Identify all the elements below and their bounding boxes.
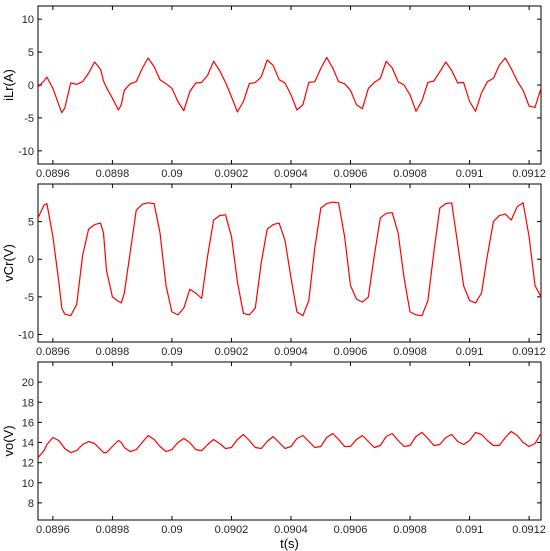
- ilr-ylabel: iLr(A): [1, 69, 16, 101]
- panel-vo: 0.0896 0.0898 0.09 0.0902 0.0904 0.0906 0.0908…: [1, 361, 546, 551]
- vo-ytick-label: 8: [28, 498, 34, 510]
- panel-vcr: 0.0896 0.0898 0.09 0.0902 0.0904 0.0906 0.0908…: [1, 183, 546, 358]
- ilr-series-line: [38, 56, 541, 114]
- vo-xtick-label: 0.09: [161, 524, 182, 536]
- vo-ytick-label: 16: [22, 417, 34, 429]
- vo-xtick-label: 0.0906: [334, 524, 368, 536]
- vcr-xtick-label: 0.0906: [334, 346, 368, 358]
- ilr-axes-frame: [37, 5, 542, 165]
- vcr-ylabel: vCr(V): [1, 244, 16, 282]
- ilr-ytick-label: 5: [28, 47, 34, 59]
- vo-ytick-label: 18: [22, 397, 34, 409]
- ilr-xtick-label: 0.0906: [334, 168, 368, 180]
- vo-xtick-label: 0.0896: [36, 524, 70, 536]
- vcr-ytick-label: -5: [24, 292, 34, 304]
- vcr-xtick-label: 0.09: [161, 346, 182, 358]
- ilr-xtick-label: 0.0912: [512, 168, 546, 180]
- ilr-xtick-label: 0.0898: [96, 168, 130, 180]
- ilr-xtick-label: 0.0908: [393, 168, 427, 180]
- vo-xtick-label: 0.091: [456, 524, 484, 536]
- vo-ytick-label: 20: [22, 377, 34, 389]
- vcr-ytick-label: -10: [18, 329, 34, 341]
- vo-xtick-label: 0.0912: [512, 524, 546, 536]
- vcr-ytick-label: 5: [28, 217, 34, 229]
- vcr-xtick-label: 0.0904: [274, 346, 308, 358]
- ilr-xtick-label: 0.0902: [215, 168, 249, 180]
- panel-ilr: 0.0896 0.0898 0.09 0.0902 0.0904 0.0906 0.0908…: [1, 5, 546, 180]
- vcr-xtick-label: 0.0912: [512, 346, 546, 358]
- ilr-xtick-label: 0.0896: [36, 168, 70, 180]
- vo-ytick-label: 10: [22, 478, 34, 490]
- vcr-ytick-label: 0: [28, 254, 34, 266]
- ilr-ytick-label: -5: [24, 113, 34, 125]
- vcr-xtick-label: 0.0898: [96, 346, 130, 358]
- ilr-ytick-label: -10: [18, 146, 34, 158]
- vo-xlabel: t(s): [280, 536, 299, 551]
- vcr-axes-frame: [37, 183, 542, 343]
- vcr-xtick-label: 0.091: [456, 346, 484, 358]
- ilr-xtick-label: 0.0904: [274, 168, 308, 180]
- vo-axes-frame: [37, 361, 542, 521]
- ilr-xtick-label: 0.091: [456, 168, 484, 180]
- vo-xtick-label: 0.0898: [96, 524, 130, 536]
- vo-xtick-label: 0.0908: [393, 524, 427, 536]
- vcr-xtick-label: 0.0902: [215, 346, 249, 358]
- ilr-xtick-label: 0.09: [161, 168, 182, 180]
- vcr-series-line: [38, 201, 541, 317]
- vcr-xtick-label: 0.0908: [393, 346, 427, 358]
- ilr-ytick-label: 0: [28, 80, 34, 92]
- vcr-xtick-label: 0.0896: [36, 346, 70, 358]
- vo-series-line: [38, 430, 541, 458]
- vo-xtick-label: 0.0904: [274, 524, 308, 536]
- ilr-ytick-label: 10: [22, 14, 34, 26]
- vo-xtick-label: 0.0902: [215, 524, 249, 536]
- vo-ytick-label: 14: [22, 438, 34, 450]
- vo-ylabel: vo(V): [1, 425, 16, 456]
- vo-ytick-label: 12: [22, 458, 34, 470]
